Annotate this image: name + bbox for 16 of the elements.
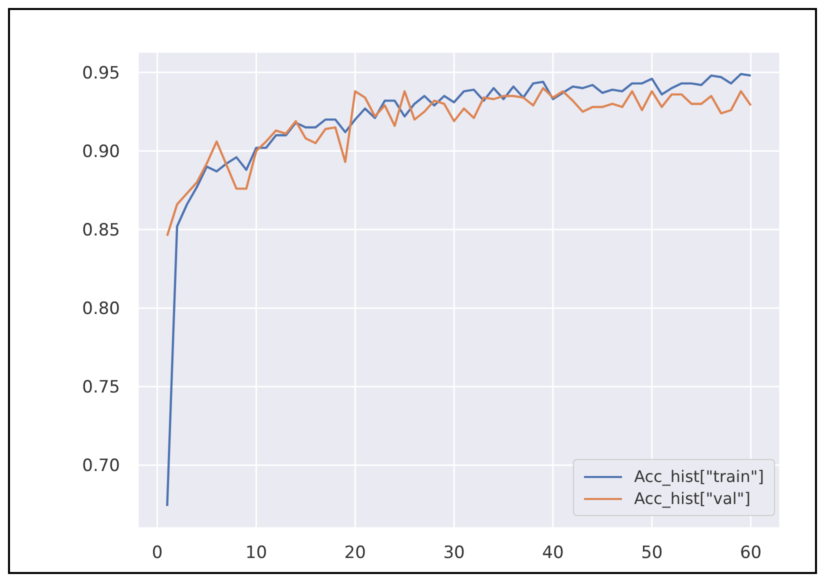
legend-label: Acc_hist["train"]: [634, 467, 764, 486]
x-tick-label: 60: [740, 543, 762, 564]
x-tick-label: 40: [542, 543, 564, 564]
legend-label: Acc_hist["val"]: [634, 489, 750, 508]
line-series: [166, 87, 752, 237]
y-tick-label: 0.75: [82, 378, 120, 398]
y-tick-label: 0.95: [82, 63, 120, 84]
x-tick-label: 0: [152, 543, 163, 564]
x-tick-label: 10: [245, 543, 268, 564]
x-tick-label: 20: [344, 543, 366, 564]
x-tick-label: 50: [641, 543, 663, 564]
y-tick-label: 0.70: [82, 456, 120, 476]
y-tick-label: 0.90: [82, 142, 120, 162]
x-tick-label: 30: [443, 543, 465, 564]
y-tick-label: 0.80: [82, 299, 120, 320]
y-tick-label: 0.85: [82, 220, 120, 241]
